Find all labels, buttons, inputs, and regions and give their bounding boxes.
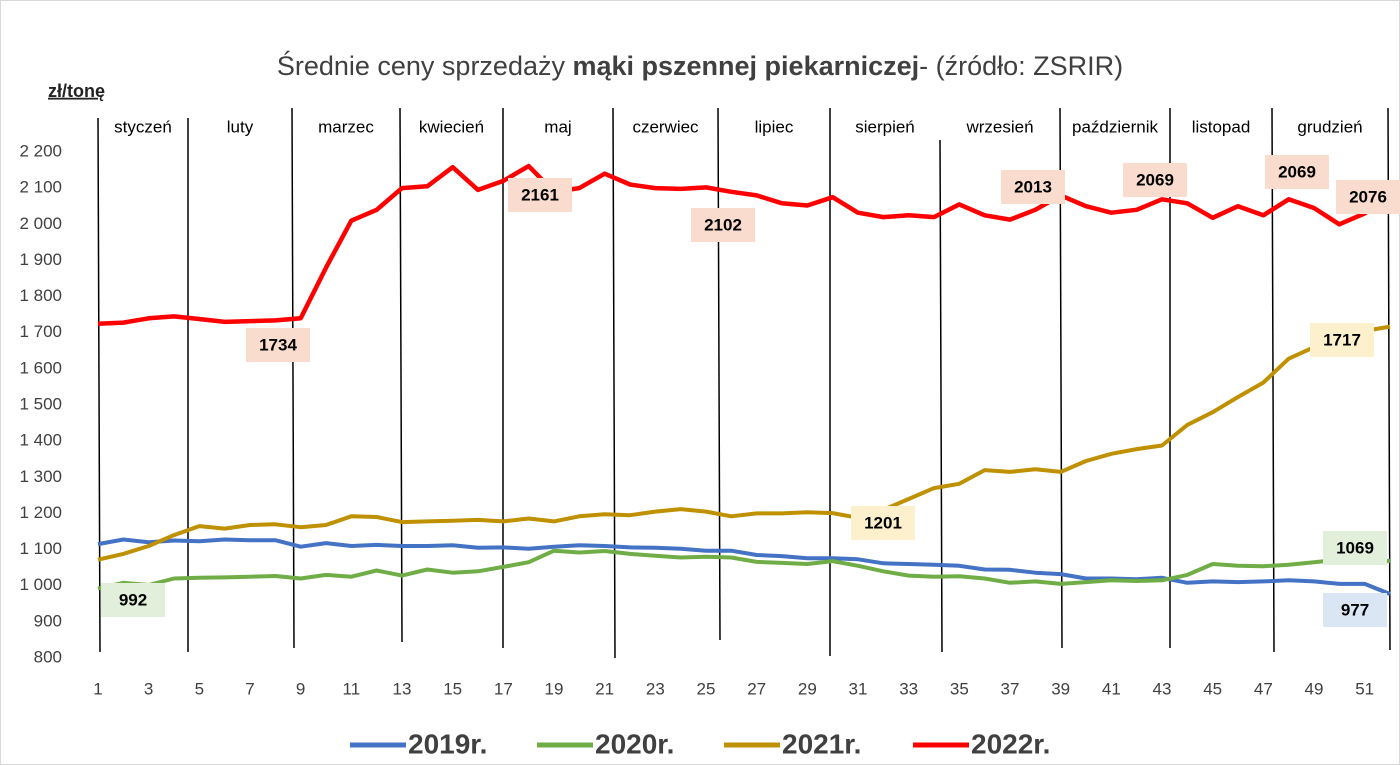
x-tick-label: 19 bbox=[545, 679, 564, 698]
y-axis-label: zł/tonę bbox=[48, 81, 105, 101]
data-label: 2076 bbox=[1349, 187, 1387, 206]
month-separator bbox=[399, 107, 403, 643]
x-tick-label: 41 bbox=[1102, 679, 1121, 698]
x-tick-label: 27 bbox=[747, 679, 766, 698]
x-tick-label: 17 bbox=[494, 679, 513, 698]
x-tick-label: 47 bbox=[1254, 679, 1273, 698]
month-label: maj bbox=[544, 117, 571, 136]
x-tick-label: 39 bbox=[1051, 679, 1070, 698]
y-tick-label: 1 000 bbox=[19, 575, 62, 594]
data-label-box bbox=[1265, 155, 1329, 189]
title-prefix: Średnie ceny sprzedaży bbox=[277, 49, 573, 81]
series-line bbox=[97, 548, 1391, 591]
data-label: 2102 bbox=[704, 215, 742, 234]
data-label-box bbox=[1323, 531, 1387, 565]
y-tick-label: 2 200 bbox=[19, 141, 62, 160]
x-tick-label: 3 bbox=[144, 679, 153, 698]
x-tick-label: 49 bbox=[1305, 679, 1324, 698]
month-label: grudzień bbox=[1297, 117, 1362, 136]
month-separator bbox=[291, 107, 295, 649]
y-tick-label: 900 bbox=[34, 611, 62, 630]
y-tick-label: 2 000 bbox=[19, 214, 62, 233]
data-label-box bbox=[691, 208, 755, 242]
data-label-box bbox=[246, 328, 310, 362]
data-label: 2069 bbox=[1136, 170, 1174, 189]
x-tick-label: 37 bbox=[1001, 679, 1020, 698]
y-tick-label: 1 900 bbox=[19, 250, 62, 269]
y-tick-label: 1 100 bbox=[19, 539, 62, 558]
month-label: październik bbox=[1072, 117, 1158, 136]
month-separator bbox=[612, 107, 616, 659]
legend-label: 2022r. bbox=[971, 728, 1050, 759]
month-label: listopad bbox=[1192, 117, 1251, 136]
y-tick-label: 1 500 bbox=[19, 394, 62, 413]
x-tick-label: 9 bbox=[296, 679, 305, 698]
x-tick-label: 31 bbox=[849, 679, 868, 698]
month-label: wrzesień bbox=[965, 117, 1033, 136]
series-line bbox=[97, 324, 1391, 562]
x-tick-label: 43 bbox=[1153, 679, 1172, 698]
x-tick-label: 45 bbox=[1203, 679, 1222, 698]
data-label: 2069 bbox=[1278, 162, 1316, 181]
x-tick-label: 15 bbox=[443, 679, 462, 698]
y-tick-label: 2 100 bbox=[19, 178, 62, 197]
y-tick-label: 1 300 bbox=[19, 467, 62, 486]
y-tick-label: 1 200 bbox=[19, 503, 62, 522]
y-tick-label: 1 600 bbox=[19, 358, 62, 377]
data-label: 1717 bbox=[1323, 330, 1361, 349]
data-label: 2161 bbox=[521, 185, 559, 204]
x-tick-label: 23 bbox=[646, 679, 665, 698]
y-tick-label: 1 700 bbox=[19, 322, 62, 341]
data-label: 1734 bbox=[259, 335, 297, 354]
x-tick-label: 11 bbox=[343, 679, 361, 698]
title-bold: mąki pszennej piekarniczej bbox=[572, 51, 919, 81]
x-tick-label: 5 bbox=[195, 679, 204, 698]
month-label: kwiecień bbox=[419, 117, 484, 136]
x-tick-label: 21 bbox=[595, 679, 614, 698]
x-tick-label: 51 bbox=[1355, 679, 1374, 698]
month-label: sierpień bbox=[855, 117, 915, 136]
y-tick-label: 1 800 bbox=[19, 286, 62, 305]
data-label-box bbox=[851, 506, 915, 540]
data-label: 2013 bbox=[1014, 177, 1052, 196]
x-tick-label: 35 bbox=[950, 679, 969, 698]
data-label-box bbox=[1001, 170, 1065, 204]
month-label: styczeń bbox=[114, 117, 172, 136]
series-line bbox=[97, 163, 1392, 326]
data-label-box bbox=[1310, 323, 1374, 357]
data-label-box bbox=[508, 178, 572, 212]
x-tick-label: 29 bbox=[798, 679, 817, 698]
month-label: marzec bbox=[318, 117, 374, 136]
data-label-box bbox=[1123, 163, 1187, 197]
month-separator bbox=[1271, 107, 1275, 653]
x-tick-label: 1 bbox=[93, 679, 102, 698]
series-line bbox=[97, 537, 1391, 596]
x-tick-label: 25 bbox=[697, 679, 716, 698]
month-label: luty bbox=[227, 117, 254, 136]
data-label-box bbox=[101, 583, 165, 617]
data-label-box bbox=[1336, 180, 1400, 214]
title-suffix: - (źródło: ZSRIR) bbox=[919, 51, 1123, 81]
data-label: 992 bbox=[119, 590, 147, 609]
data-label: 977 bbox=[1341, 600, 1369, 619]
month-label: czerwiec bbox=[632, 117, 699, 136]
data-label-box bbox=[1323, 593, 1387, 627]
y-tick-label: 800 bbox=[34, 647, 62, 666]
x-tick-label: 33 bbox=[899, 679, 918, 698]
month-label: lipiec bbox=[755, 117, 794, 136]
x-tick-label: 13 bbox=[393, 679, 412, 698]
legend-label: 2019r. bbox=[408, 728, 487, 759]
legend-label: 2020r. bbox=[595, 728, 674, 759]
data-label: 1069 bbox=[1336, 538, 1374, 557]
y-tick-label: 1 400 bbox=[19, 431, 62, 450]
chart-title: Średnie ceny sprzedaży mąki pszennej pie… bbox=[277, 49, 1123, 81]
legend-label: 2021r. bbox=[782, 728, 861, 759]
x-tick-label: 7 bbox=[245, 679, 254, 698]
data-label: 1201 bbox=[864, 513, 902, 532]
month-separator bbox=[97, 117, 101, 653]
